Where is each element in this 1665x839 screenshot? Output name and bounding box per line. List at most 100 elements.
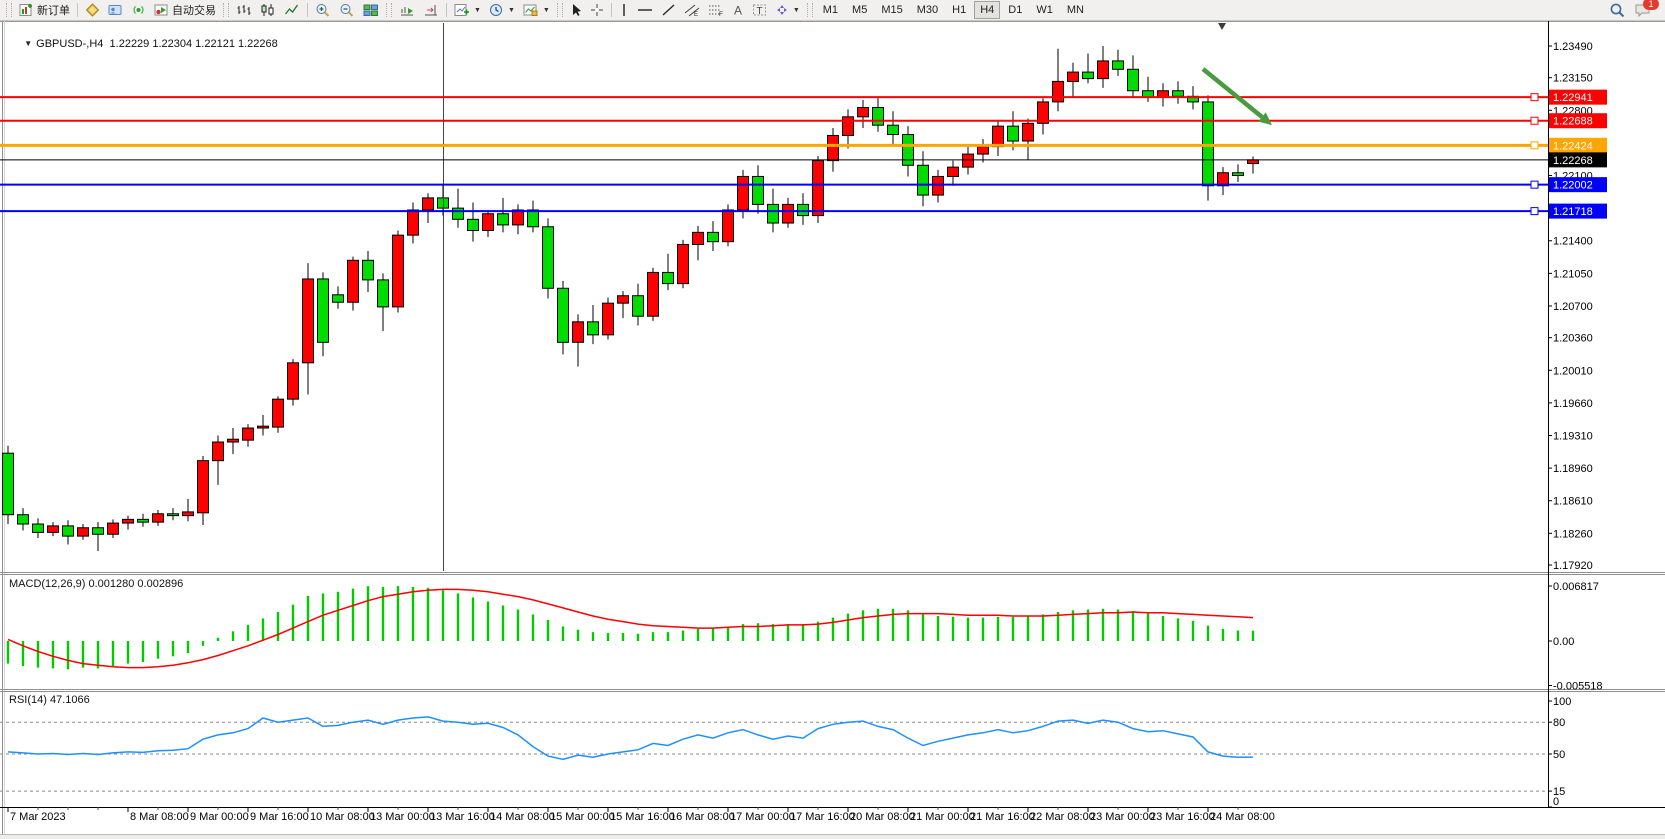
candle [677, 243, 689, 285]
timeframe-D1[interactable]: D1 [1008, 4, 1023, 16]
candle [302, 278, 314, 364]
crosshair-icon [590, 4, 603, 16]
candle [647, 271, 659, 317]
timeframe-M15[interactable]: M15 [881, 4, 903, 16]
line-chart-button[interactable] [280, 0, 304, 20]
fibonacci-tool-button[interactable]: F [704, 0, 728, 20]
candle [812, 160, 824, 217]
candle [62, 525, 74, 537]
svg-text:-0.005518: -0.005518 [1553, 681, 1603, 693]
svg-text:0: 0 [1553, 796, 1559, 808]
symbol-dropdown-icon[interactable]: ▼ [24, 39, 33, 48]
tile-windows-button[interactable] [359, 0, 383, 20]
candles-chart-icon [261, 4, 274, 16]
toolbar-grip[interactable] [386, 3, 392, 17]
new-order-label: 新订单 [37, 5, 70, 17]
toolbar-grip[interactable] [556, 3, 563, 17]
trendline-tool-button[interactable] [657, 0, 680, 20]
candles-layer[interactable] [2, 46, 1259, 552]
candle [92, 527, 104, 535]
separator [446, 3, 447, 17]
dropdown-caret-icon: ▼ [542, 6, 550, 14]
arrows-tool-button[interactable]: ▼ [771, 0, 804, 20]
signals-button[interactable] [127, 0, 150, 20]
notifications-button[interactable]: 1 [1634, 0, 1659, 18]
candle [17, 514, 29, 525]
svg-text:1.21050: 1.21050 [1553, 268, 1593, 280]
candle [467, 218, 479, 231]
svg-text:1.18610: 1.18610 [1553, 496, 1593, 508]
price-levels-layer[interactable]: 1.22941 1.22688 1.22424 1.22268 1.22002 1.217… [0, 89, 1607, 219]
annotation-arrow[interactable] [1201, 67, 1264, 119]
fibonacci-icon: F [708, 5, 723, 17]
zoom-in-button[interactable] [311, 0, 335, 20]
timeframe-MN[interactable]: MN [1066, 4, 1084, 16]
annotation-arrow-head[interactable] [1258, 112, 1276, 130]
profiles-button[interactable] [104, 0, 127, 20]
candle [827, 134, 839, 162]
candles-chart-button[interactable] [256, 0, 280, 20]
text-label-tool-button[interactable]: T [748, 0, 771, 20]
vertical-line-icon [623, 4, 625, 16]
crosshair-tool-button[interactable] [586, 0, 608, 20]
candle [617, 295, 629, 304]
timeframe-W1[interactable]: W1 [1036, 4, 1053, 16]
chart-canvas[interactable]: 1.234901.231501.228001.221001.214001.210… [0, 21, 1665, 834]
templates-button[interactable]: ▼ [519, 0, 554, 20]
toolbar-grip[interactable] [223, 3, 229, 17]
toolbar-grip[interactable] [6, 3, 12, 17]
toolbar-grip[interactable] [806, 3, 813, 17]
vertical-line-tool-button[interactable] [615, 0, 633, 20]
charts-button[interactable] [81, 0, 104, 20]
svg-text:1.17920: 1.17920 [1553, 560, 1593, 572]
bottom-scroll-strip[interactable] [0, 834, 1665, 839]
separator [307, 3, 308, 17]
svg-text:0.006817: 0.006817 [1553, 581, 1599, 593]
candle [1052, 80, 1064, 103]
svg-text:T: T [756, 6, 762, 17]
candle [947, 166, 959, 177]
channel-tool-button[interactable]: E [680, 0, 704, 20]
svg-text:23 Mar 16:00: 23 Mar 16:00 [1150, 811, 1215, 823]
timeframe-M5[interactable]: M5 [852, 4, 868, 16]
svg-text:16 Mar 08:00: 16 Mar 08:00 [670, 811, 735, 823]
candle [197, 460, 209, 514]
indicators-button[interactable]: ▼ [450, 0, 485, 20]
macd-signal-line [7, 588, 1254, 669]
svg-text:1.18260: 1.18260 [1553, 528, 1593, 540]
candle [797, 203, 809, 217]
timeframe-H4[interactable]: H4 [974, 1, 1001, 19]
candle [287, 362, 299, 400]
chart-shift-button[interactable] [419, 0, 443, 20]
new-order-button[interactable]: 新订单 [15, 0, 74, 20]
svg-text:22 Mar 08:00: 22 Mar 08:00 [1030, 811, 1095, 823]
periods-button[interactable]: ▼ [485, 0, 519, 20]
search-icon[interactable] [1609, 2, 1626, 18]
timeframe-M1[interactable]: M1 [822, 4, 839, 16]
candle [767, 203, 779, 224]
auto-scroll-button[interactable] [395, 0, 419, 20]
svg-text:17 Mar 00:00: 17 Mar 00:00 [730, 811, 795, 823]
svg-text:24 Mar 08:00: 24 Mar 08:00 [1210, 811, 1275, 823]
cursor-tool-button[interactable] [566, 0, 586, 20]
svg-text:0.00: 0.00 [1553, 636, 1574, 648]
auto-trading-button[interactable]: 自动交易 [150, 0, 220, 20]
line-chart-icon [284, 4, 299, 15]
text-tool-button[interactable]: A [728, 0, 748, 20]
timeframe-H1[interactable]: H1 [952, 4, 967, 16]
macd-pane[interactable]: 0.006817 0.00 -0.005518 [6, 581, 1603, 693]
candle [542, 226, 554, 289]
svg-text:13 Mar 16:00: 13 Mar 16:00 [430, 811, 495, 823]
date-axis[interactable]: 7 Mar 2023 8 Mar 08:00 9 Mar 00:00 9 Mar 16… [0, 807, 1665, 823]
svg-text:9 Mar 16:00: 9 Mar 16:00 [250, 811, 309, 823]
timeframe-M30[interactable]: M30 [916, 4, 939, 16]
rsi-pane[interactable]: 100 80 50 150 [0, 696, 1571, 808]
candle [47, 525, 59, 533]
horizontal-line-tool-button[interactable] [633, 0, 657, 20]
svg-text:17 Mar 16:00: 17 Mar 16:00 [790, 811, 855, 823]
bar-chart-button[interactable] [232, 0, 256, 20]
candle [1067, 71, 1079, 82]
chart-shift-marker[interactable] [1218, 23, 1226, 30]
candle [407, 209, 419, 236]
zoom-out-button[interactable] [335, 0, 359, 20]
